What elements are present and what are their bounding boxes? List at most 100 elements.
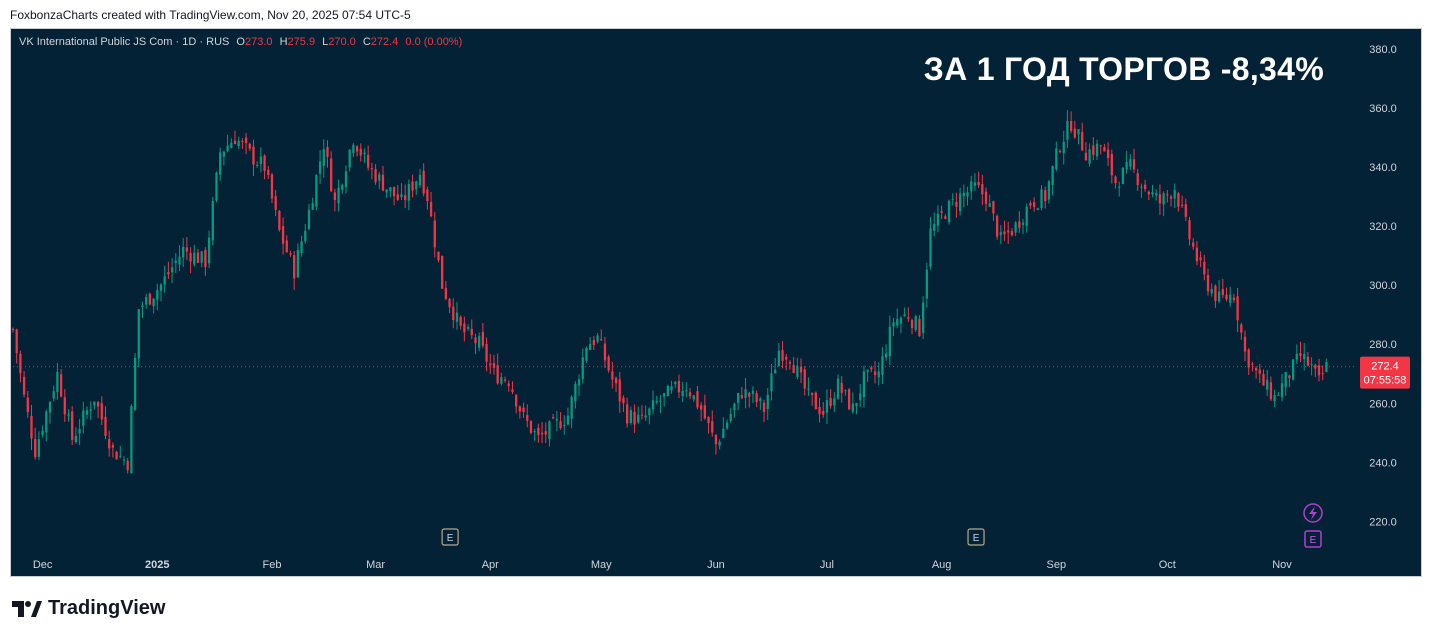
candle <box>722 428 725 439</box>
candle <box>777 350 780 366</box>
candle <box>977 182 980 186</box>
candle <box>333 192 337 201</box>
candle <box>522 407 525 413</box>
candle <box>1295 353 1298 360</box>
candle <box>1310 364 1313 366</box>
candle <box>463 323 466 333</box>
candle <box>222 151 226 157</box>
candle <box>844 390 847 392</box>
time-tick-label: May <box>591 559 612 571</box>
earnings-marker[interactable]: E <box>967 528 985 546</box>
time-tick-label: 2025 <box>145 559 169 571</box>
candle <box>481 331 485 346</box>
candle <box>433 220 436 248</box>
candlestick-chart[interactable]: 220.0 240.0 260.0 280.0 300.0 320.0 340.0 360.0… <box>11 29 1422 577</box>
candle <box>725 422 729 429</box>
candle <box>1325 361 1328 373</box>
lightning-icon-bolt <box>1309 506 1317 520</box>
candle <box>1188 220 1191 240</box>
candle <box>892 322 895 327</box>
candle <box>666 386 669 397</box>
candle <box>1121 167 1125 184</box>
earnings-icon[interactable]: E <box>1304 530 1322 548</box>
candle <box>995 215 999 237</box>
candle <box>100 403 103 420</box>
candles-layer <box>11 110 1328 474</box>
candle <box>818 406 821 415</box>
candle <box>489 363 492 366</box>
candle <box>685 390 688 392</box>
candle <box>1066 120 1069 140</box>
price-tag-value: 272.4 <box>1371 361 1399 373</box>
earnings-marker-label: E <box>973 533 980 544</box>
candle <box>85 410 89 415</box>
candle <box>1084 152 1088 161</box>
candle <box>248 143 251 149</box>
candle <box>836 378 840 399</box>
candle <box>1014 222 1017 233</box>
candle <box>474 337 477 344</box>
candle <box>148 293 152 305</box>
candle <box>182 246 185 258</box>
candle <box>341 185 344 190</box>
candle <box>759 398 762 402</box>
candle <box>293 255 296 279</box>
time-tick-label: Oct <box>1159 559 1176 571</box>
candle <box>933 224 936 231</box>
candle <box>788 362 792 364</box>
candle <box>104 416 107 436</box>
candle <box>156 290 159 300</box>
candle <box>392 186 396 197</box>
candle <box>385 189 388 193</box>
candle <box>67 414 70 416</box>
candle <box>48 401 52 413</box>
candle <box>555 418 559 421</box>
earnings-marker-box <box>441 528 459 546</box>
candle <box>1288 375 1291 379</box>
symbol-legend: VK International Public JS Com · 1D · RU… <box>19 36 463 48</box>
candle <box>359 148 362 156</box>
candle <box>330 158 333 192</box>
candle <box>1210 289 1213 294</box>
candle <box>870 367 873 370</box>
tradingview-logo[interactable]: TradingView <box>12 597 165 620</box>
candle <box>400 194 403 198</box>
candle <box>281 226 285 244</box>
candle <box>973 182 977 186</box>
headline-text: ЗА 1 ГОД ТОРГОВ -8,34% <box>923 51 1324 87</box>
candle <box>884 353 888 358</box>
candle <box>1240 324 1243 333</box>
price-axis: 220.0 240.0 260.0 280.0 300.0 320.0 340.0 360.0… <box>1369 44 1397 529</box>
candle <box>426 189 429 202</box>
candle <box>404 195 407 201</box>
symbol-name[interactable]: VK International Public JS Com <box>19 36 173 48</box>
candle <box>903 314 906 317</box>
candle <box>537 427 540 435</box>
candle <box>910 320 914 329</box>
candle <box>544 431 547 435</box>
candle <box>925 269 928 299</box>
candle <box>352 144 355 154</box>
candle <box>518 406 522 412</box>
candle <box>1151 192 1154 195</box>
earnings-marker[interactable]: E <box>441 528 459 546</box>
candle <box>736 392 740 403</box>
candle <box>470 328 473 336</box>
candle <box>962 192 965 197</box>
candle <box>877 371 880 378</box>
candle <box>1277 394 1280 396</box>
candle <box>30 416 33 439</box>
candle <box>796 365 799 377</box>
candle <box>533 431 536 433</box>
chart-area[interactable]: 220.0 240.0 260.0 280.0 300.0 320.0 340.0 360.0… <box>10 28 1422 577</box>
candle <box>577 379 581 386</box>
candle <box>396 194 399 200</box>
candle <box>614 377 618 384</box>
candle <box>415 181 418 190</box>
close-label: C <box>362 36 371 48</box>
candle <box>851 403 854 412</box>
candle <box>1284 372 1287 388</box>
candle <box>921 302 925 334</box>
candle <box>185 247 189 252</box>
lightning-icon[interactable] <box>1303 503 1323 523</box>
